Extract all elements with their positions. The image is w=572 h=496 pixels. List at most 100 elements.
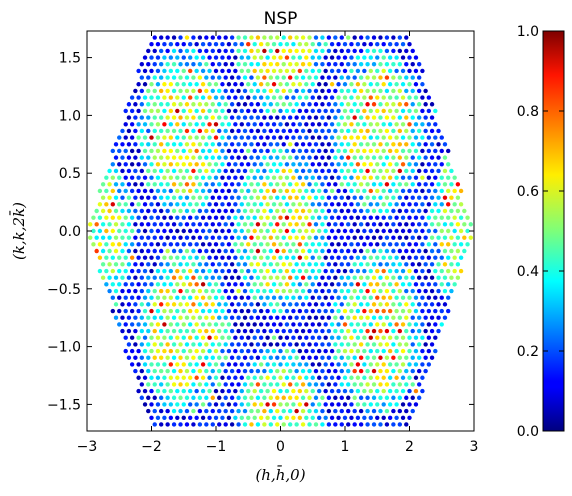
- scatter-point: [391, 102, 396, 107]
- scatter-point: [342, 188, 348, 194]
- scatter-point: [275, 302, 280, 307]
- scatter-point: [300, 275, 306, 280]
- scatter-point: [139, 275, 145, 280]
- scatter-point: [320, 222, 325, 227]
- scatter-point: [291, 322, 296, 327]
- scatter-point: [168, 148, 174, 154]
- scatter-point: [184, 408, 190, 414]
- scatter-point: [294, 142, 299, 147]
- scatter-point: [346, 395, 351, 400]
- scatter-point: [362, 162, 367, 167]
- scatter-point: [207, 308, 212, 314]
- scatter-point: [413, 322, 419, 327]
- scatter-point: [381, 402, 386, 407]
- scatter-point: [336, 228, 341, 234]
- scatter-point: [184, 328, 190, 334]
- scatter-point: [426, 202, 432, 207]
- scatter-point: [268, 102, 274, 107]
- scatter-point: [362, 375, 367, 380]
- scatter-point: [413, 348, 419, 354]
- scatter-point: [404, 128, 409, 134]
- scatter-point: [136, 388, 141, 394]
- scatter-point: [416, 195, 422, 200]
- scatter-point: [158, 88, 164, 94]
- scatter-point: [410, 395, 415, 400]
- scatter-point: [207, 188, 212, 194]
- scatter-point: [352, 75, 357, 80]
- scatter-point: [349, 148, 354, 154]
- scatter-point: [158, 195, 164, 200]
- scatter-point: [349, 375, 354, 380]
- scatter-point: [323, 135, 328, 140]
- scatter-point: [162, 122, 167, 127]
- scatter-point: [139, 395, 145, 400]
- scatter-point: [204, 35, 209, 40]
- scatter-point: [262, 62, 267, 67]
- scatter-point: [200, 42, 206, 47]
- scatter-point: [333, 368, 338, 374]
- scatter-point: [294, 248, 299, 254]
- scatter-point: [326, 128, 332, 134]
- scatter-point: [300, 208, 306, 214]
- scatter-point: [246, 122, 251, 127]
- scatter-point: [229, 128, 235, 134]
- scatter-point: [433, 162, 438, 167]
- scatter-point: [197, 235, 203, 240]
- scatter-point: [239, 108, 244, 114]
- scatter-point: [246, 42, 251, 47]
- scatter-point: [336, 202, 341, 207]
- scatter-point: [426, 135, 432, 140]
- scatter-point: [171, 142, 177, 147]
- scatter-point: [407, 308, 412, 314]
- scatter-point: [365, 142, 370, 147]
- scatter-point: [126, 195, 132, 200]
- scatter-point: [255, 48, 261, 54]
- scatter-point: [133, 102, 138, 107]
- scatter-point: [346, 222, 351, 227]
- scatter-point: [165, 62, 170, 67]
- scatter-point: [165, 168, 170, 174]
- scatter-point: [239, 162, 244, 167]
- scatter-points: [88, 35, 473, 427]
- scatter-point: [255, 102, 261, 107]
- scatter-point: [297, 82, 303, 87]
- scatter-point: [368, 295, 373, 300]
- scatter-point: [188, 402, 193, 407]
- scatter-point: [358, 128, 364, 134]
- scatter-point: [158, 128, 164, 134]
- scatter-point: [442, 168, 448, 174]
- scatter-point: [358, 155, 364, 160]
- scatter-point: [117, 228, 122, 234]
- scatter-point: [139, 102, 145, 107]
- scatter-point: [416, 382, 422, 387]
- scatter-point: [291, 175, 296, 180]
- scatter-point: [375, 348, 380, 354]
- scatter-point: [304, 188, 309, 194]
- scatter-point: [439, 135, 444, 140]
- scatter-point: [339, 315, 344, 320]
- scatter-point: [229, 368, 235, 374]
- scatter-point: [258, 268, 264, 274]
- scatter-point: [317, 82, 322, 87]
- scatter-point: [410, 248, 415, 254]
- scatter-point: [439, 242, 444, 247]
- scatter-point: [242, 128, 248, 134]
- scatter-point: [310, 402, 315, 407]
- scatter-point: [239, 402, 244, 407]
- scatter-point: [320, 208, 325, 214]
- scatter-point: [323, 402, 328, 407]
- scatter-point: [271, 308, 277, 314]
- scatter-point: [287, 395, 293, 400]
- scatter-point: [323, 415, 328, 420]
- scatter-point: [455, 182, 461, 187]
- scatter-point: [255, 302, 261, 307]
- scatter-point: [439, 162, 444, 167]
- scatter-point: [210, 382, 215, 387]
- scatter-point: [300, 262, 306, 267]
- scatter-point: [371, 182, 377, 187]
- scatter-point: [420, 135, 425, 140]
- scatter-point: [252, 282, 257, 287]
- scatter-point: [188, 175, 193, 180]
- scatter-point: [171, 328, 177, 334]
- scatter-point: [139, 62, 145, 67]
